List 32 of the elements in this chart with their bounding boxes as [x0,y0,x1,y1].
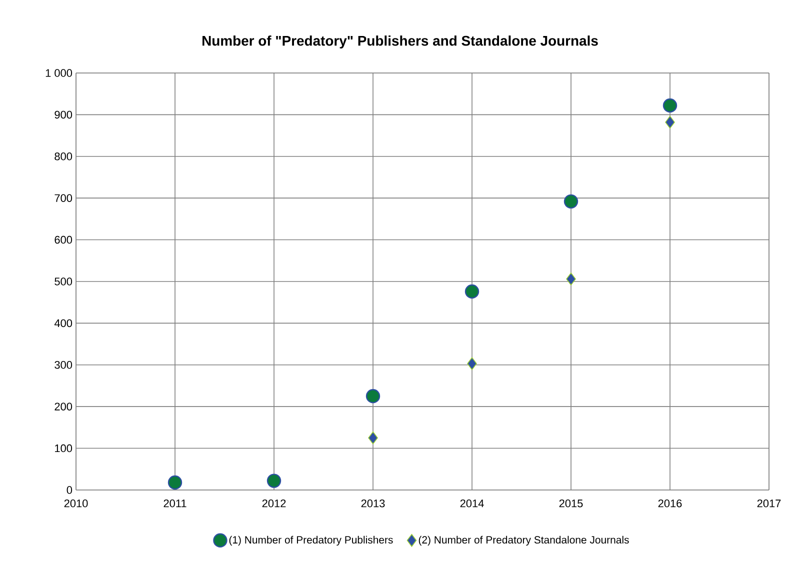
point [168,475,182,490]
legend-label: (2) Number of Predatory Standalone Journals [418,536,629,546]
y-tick-label: 500 [54,278,72,286]
y-tick-label: 300 [54,361,72,369]
point [266,474,282,488]
point [564,194,578,209]
x-tick-label: 2017 [757,500,781,508]
chart-title: Number of "Predatory" Publishers and Standalone Journals [202,35,598,48]
x-tick-label: 2015 [559,500,583,508]
y-tick-label: 100 [55,444,72,452]
point [665,116,675,129]
y-tick-label: 200 [54,402,72,410]
point [662,98,678,113]
point [464,284,480,299]
point [368,431,378,444]
x-tick-label: 2010 [64,500,88,508]
x-tick-label: 2012 [262,500,286,508]
y-tick-label: 800 [54,152,72,160]
y-tick-label: 900 [54,110,72,119]
y-tick-label: 0 [66,486,72,494]
legend-label: (1) Number of Predatory Publishers [229,536,393,546]
point [467,357,477,370]
point [566,272,576,286]
x-tick-label: 2016 [658,500,682,508]
y-tick-label: 700 [54,194,72,202]
y-tick-label: 1 000 [46,69,72,77]
point [366,389,380,404]
x-tick-label: 2014 [460,500,484,508]
y-tick-label: 600 [54,236,72,244]
x-tick-label: 2013 [361,500,385,508]
y-tick-label: 400 [54,319,72,328]
x-tick-label: 2011 [164,500,186,508]
